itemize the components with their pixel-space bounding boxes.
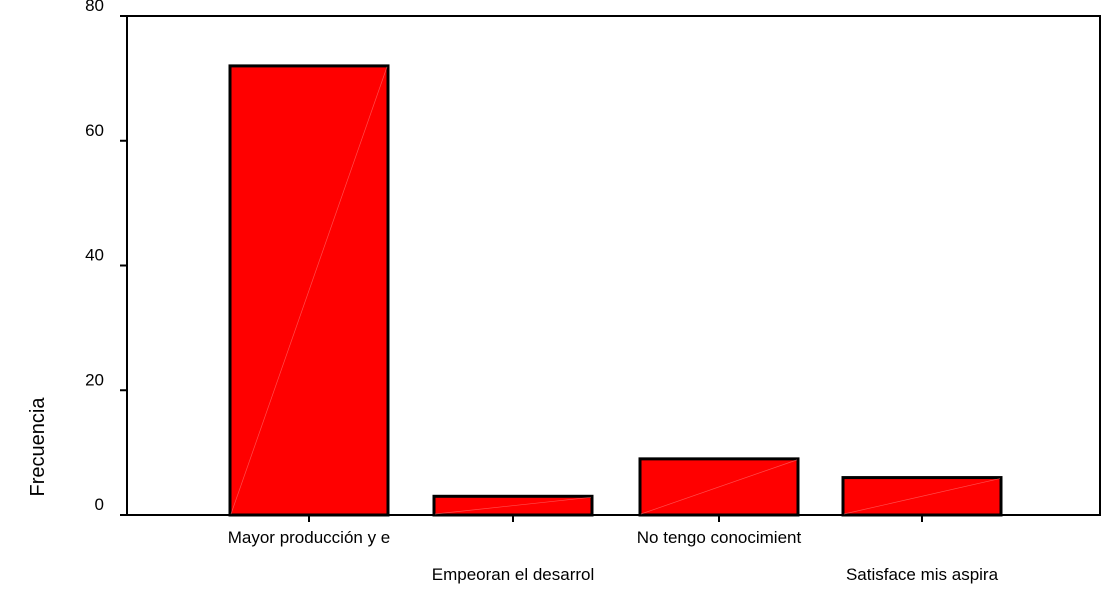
bar-shading-line bbox=[230, 66, 388, 515]
x-category-label: No tengo conocimient bbox=[637, 528, 802, 547]
y-tick-label: 40 bbox=[85, 246, 104, 265]
y-tick-label: 20 bbox=[85, 370, 104, 389]
bar bbox=[638, 457, 800, 517]
bar-series bbox=[228, 64, 1003, 517]
bar-shading-line bbox=[434, 496, 592, 515]
bar bbox=[432, 494, 594, 517]
y-axis-ticks: 0 20 40 60 80 bbox=[85, 0, 127, 516]
y-axis-title: Frecuencia bbox=[27, 397, 49, 497]
x-category-label: Empeoran el desarrol bbox=[432, 565, 595, 584]
bar-shading-line bbox=[843, 478, 1001, 515]
bar-rect bbox=[841, 476, 1003, 517]
y-tick-label: 60 bbox=[85, 121, 104, 140]
x-axis-ticks: Mayor producción y e Empeoran el desarrol… bbox=[228, 515, 999, 584]
bar-shading-line bbox=[640, 459, 798, 515]
bar bbox=[841, 476, 1003, 517]
bar bbox=[228, 64, 390, 517]
y-tick-label: 80 bbox=[85, 0, 104, 15]
x-category-label: Satisface mis aspira bbox=[846, 565, 999, 584]
x-category-label: Mayor producción y e bbox=[228, 528, 391, 547]
y-tick-label: 0 bbox=[95, 495, 104, 514]
